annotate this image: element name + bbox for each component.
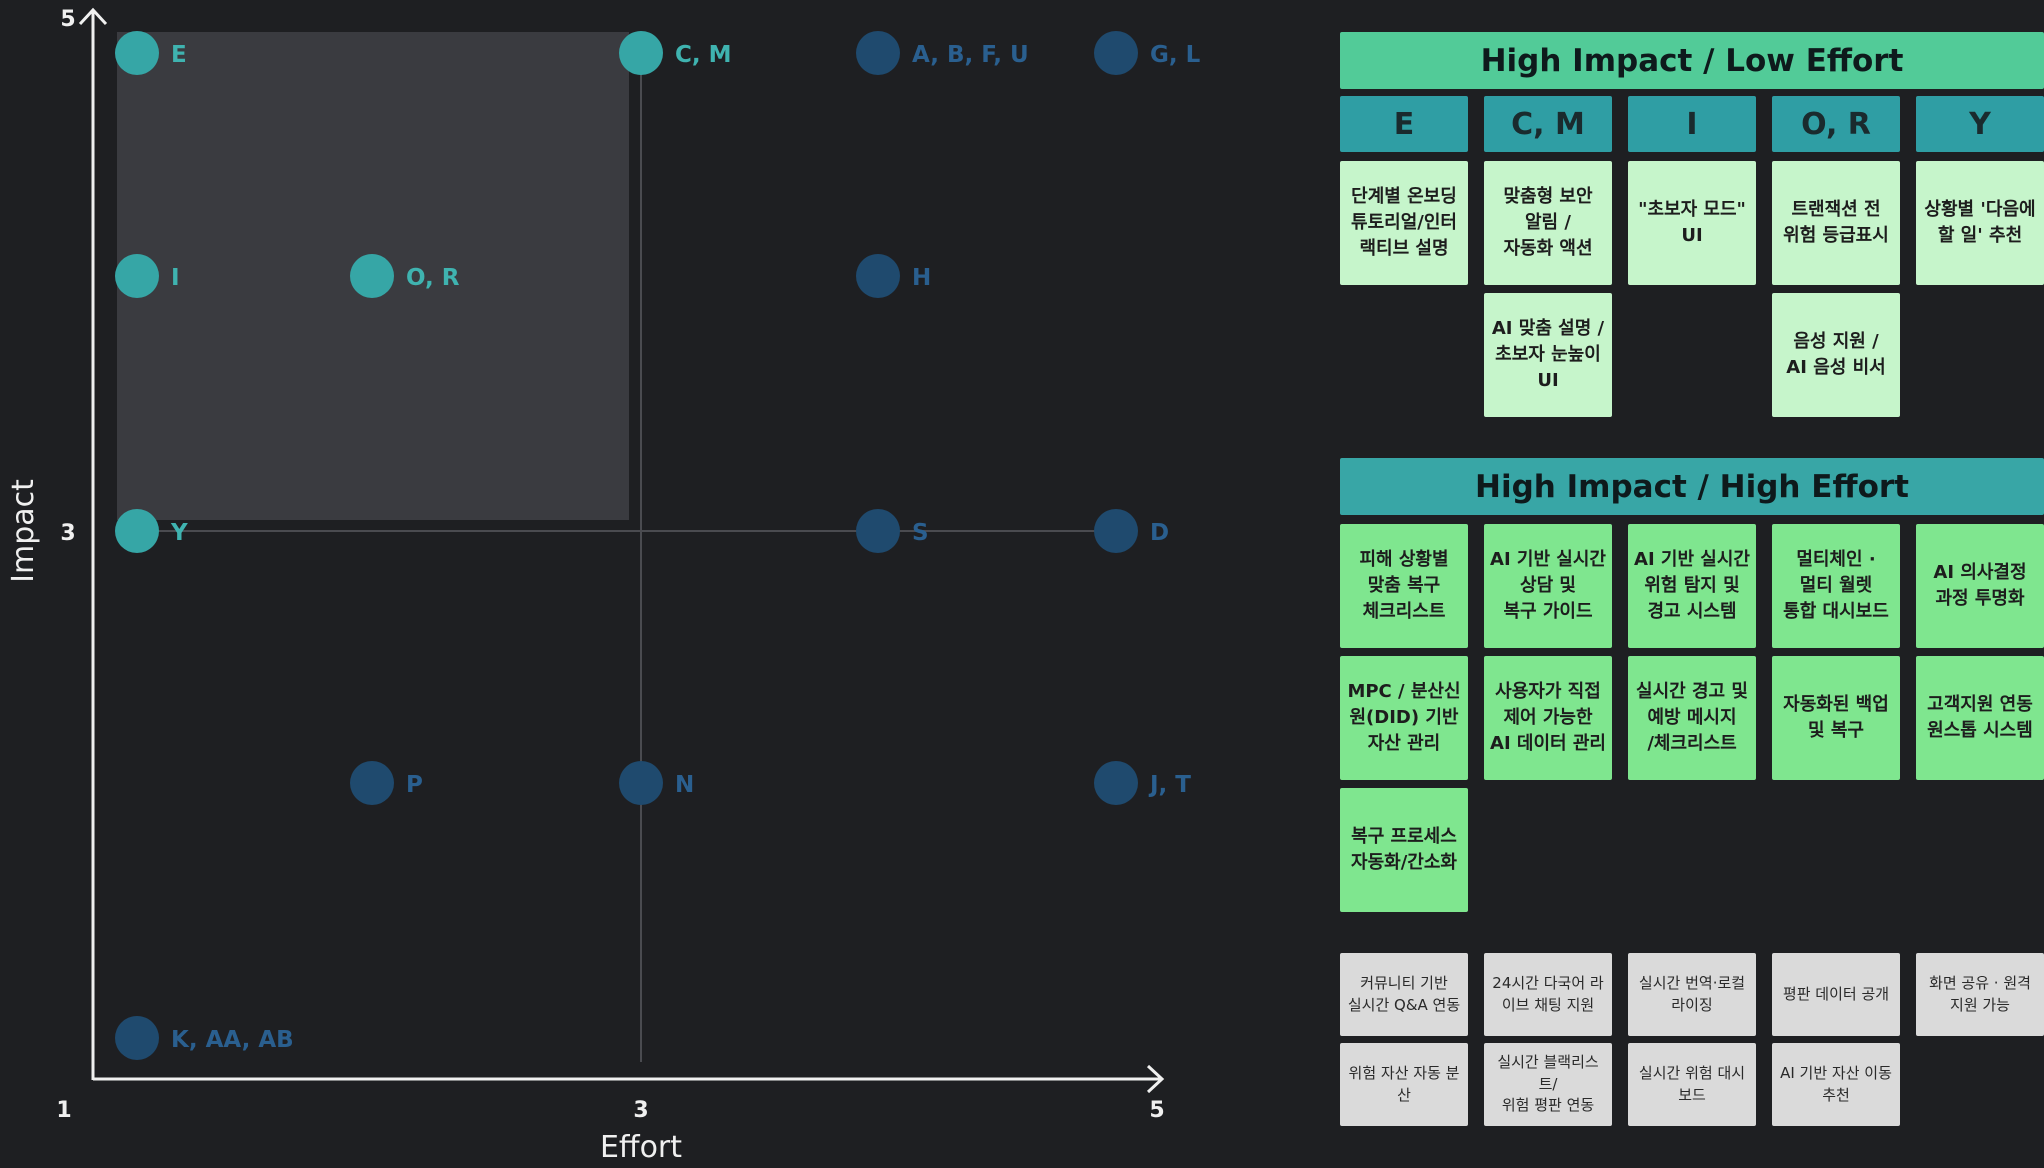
- x-axis-label: Effort: [600, 1130, 682, 1165]
- y-axis-label: Impact: [6, 479, 41, 583]
- idea-card: MPC / 분산신 원(DID) 기반 자산 관리: [1340, 656, 1468, 780]
- idea-card: AI 기반 실시간 상담 및 복구 가이드: [1484, 524, 1612, 648]
- column-header: Y: [1916, 96, 2044, 152]
- idea-card: 트랜잭션 전 위험 등급표시: [1772, 161, 1900, 285]
- idea-card: 단계별 온보딩 튜토리얼/인터 랙티브 설명: [1340, 161, 1468, 285]
- point-label: E: [171, 42, 187, 68]
- point-label: K, AA, AB: [171, 1027, 294, 1053]
- idea-card: 사용자가 직접 제어 가능한 AI 데이터 관리: [1484, 656, 1612, 780]
- other-idea-card: 24시간 다국어 라 이브 채팅 지원: [1484, 953, 1612, 1036]
- point-marker: [115, 254, 159, 298]
- point-marker: [1094, 761, 1138, 805]
- point-marker: [115, 31, 159, 75]
- point-marker: [856, 254, 900, 298]
- point-marker: [856, 31, 900, 75]
- point-marker: [1094, 509, 1138, 553]
- point-label: A, B, F, U: [912, 42, 1029, 68]
- x-axis-arrow: [1146, 1064, 1165, 1094]
- idea-card: 고객지원 연동 원스톱 시스템: [1916, 656, 2044, 780]
- x-tick-1: 1: [56, 1098, 71, 1123]
- point-label: J, T: [1148, 772, 1191, 798]
- point-label: D: [1150, 520, 1169, 546]
- other-idea-card: 커뮤니티 기반 실시간 Q&A 연동: [1340, 953, 1468, 1036]
- idea-card: AI 맞춤 설명 / 초보자 눈높이 UI: [1484, 293, 1612, 417]
- point-marker: [115, 509, 159, 553]
- point-marker: [115, 1016, 159, 1060]
- point-marker: [350, 254, 394, 298]
- other-idea-card: 실시간 블랙리스 트/ 위험 평판 연동: [1484, 1043, 1612, 1126]
- idea-card: 피해 상황별 맞춤 복구 체크리스트: [1340, 524, 1468, 648]
- points-layer: E C, M A, B, F, U G, L I O, R H Y S D P N J, T K, AA,…: [115, 31, 1200, 1060]
- other-idea-card: 평판 데이터 공개: [1772, 953, 1900, 1036]
- idea-card: 복구 프로세스 자동화/간소화: [1340, 788, 1468, 912]
- point-marker: [350, 761, 394, 805]
- point-label: H: [912, 265, 931, 291]
- point-label: P: [406, 772, 423, 798]
- idea-card: 멀티체인 · 멀티 월렛 통합 대시보드: [1772, 524, 1900, 648]
- idea-card: "초보자 모드" UI: [1628, 161, 1756, 285]
- point-marker: [619, 31, 663, 75]
- other-idea-card: 실시간 번역·로컬 라이징: [1628, 953, 1756, 1036]
- point-label: C, M: [675, 42, 732, 68]
- y-tick-3: 3: [60, 521, 75, 546]
- column-header: O, R: [1772, 96, 1900, 152]
- column-header: C, M: [1484, 96, 1612, 152]
- point-label: I: [171, 265, 180, 291]
- idea-card: AI 기반 실시간 위험 탐지 및 경고 시스템: [1628, 524, 1756, 648]
- impact-effort-matrix: 5 3 1 3 5 Effort Impact E C, M A, B, F, U G…: [6, 7, 1200, 1165]
- point-marker: [619, 761, 663, 805]
- point-label: O, R: [406, 265, 460, 291]
- column-header: E: [1340, 96, 1468, 152]
- other-idea-card: AI 기반 자산 이동 추천: [1772, 1043, 1900, 1126]
- idea-card: 음성 지원 / AI 음성 비서: [1772, 293, 1900, 417]
- point-marker: [856, 509, 900, 553]
- other-idea-card: 화면 공유 · 원격 지원 가능: [1916, 953, 2044, 1036]
- y-tick-5: 5: [60, 7, 75, 32]
- idea-card: 상황별 '다음에 할 일' 추천: [1916, 161, 2044, 285]
- idea-card: 맞춤형 보안 알림 / 자동화 액션: [1484, 161, 1612, 285]
- column-header: I: [1628, 96, 1756, 152]
- idea-card: 실시간 경고 및 예방 메시지 /체크리스트: [1628, 656, 1756, 780]
- other-idea-card: 실시간 위험 대시 보드: [1628, 1043, 1756, 1126]
- y-axis-arrow: [78, 7, 108, 26]
- x-tick-3: 3: [633, 1098, 648, 1123]
- point-label: N: [675, 772, 694, 798]
- point-label: G, L: [1150, 42, 1200, 68]
- point-label: Y: [170, 520, 188, 546]
- idea-card: AI 의사결정 과정 투명화: [1916, 524, 2044, 648]
- point-marker: [1094, 31, 1138, 75]
- high-impact-high-effort-header: High Impact / High Effort: [1340, 458, 2044, 515]
- high-impact-low-effort-header: High Impact / Low Effort: [1340, 32, 2044, 89]
- x-tick-5: 5: [1149, 1098, 1164, 1123]
- point-label: S: [912, 520, 929, 546]
- other-idea-card: 위험 자산 자동 분 산: [1340, 1043, 1468, 1126]
- idea-card: 자동화된 백업 및 복구: [1772, 656, 1900, 780]
